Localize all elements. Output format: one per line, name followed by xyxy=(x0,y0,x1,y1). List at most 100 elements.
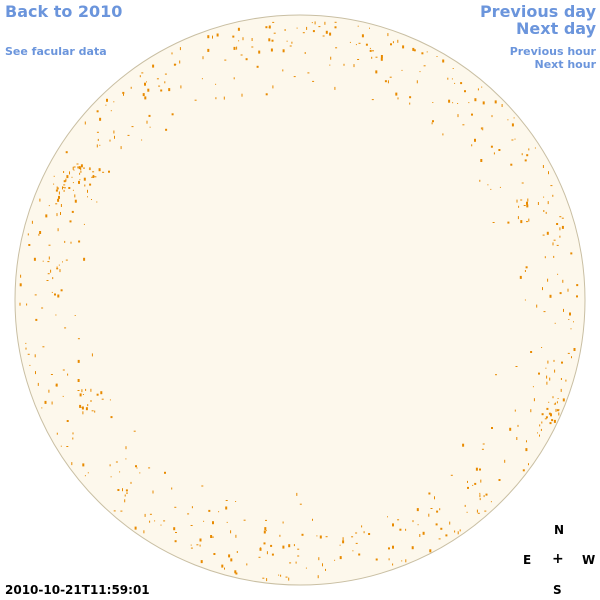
facula-mark xyxy=(541,421,543,424)
facula-mark xyxy=(91,199,92,200)
facula-mark xyxy=(278,574,280,576)
facula-mark xyxy=(246,563,248,566)
facula-mark xyxy=(454,530,456,533)
facula-mark xyxy=(556,223,559,225)
facula-mark xyxy=(27,233,29,236)
facula-mark xyxy=(179,47,181,51)
facula-mark xyxy=(490,501,492,503)
facula-mark xyxy=(224,59,227,61)
facula-mark xyxy=(334,26,337,29)
facula-mark xyxy=(514,138,516,140)
facula-mark xyxy=(84,184,86,187)
see-facular-data-link[interactable]: See facular data xyxy=(5,45,107,58)
facula-mark xyxy=(236,46,238,50)
facula-mark xyxy=(200,560,203,564)
facula-mark xyxy=(517,424,519,427)
facula-mark xyxy=(174,506,177,508)
facula-mark xyxy=(48,256,50,260)
facula-mark xyxy=(552,194,554,197)
facula-mark xyxy=(296,27,298,29)
facula-mark xyxy=(60,204,62,207)
facula-mark xyxy=(96,201,98,203)
facula-mark xyxy=(273,32,276,34)
facula-mark xyxy=(62,186,63,190)
facula-mark xyxy=(339,556,342,560)
facula-mark xyxy=(544,256,546,259)
facula-mark xyxy=(457,103,459,104)
facula-mark xyxy=(130,481,132,484)
facula-mark xyxy=(325,536,328,538)
facula-mark xyxy=(63,186,65,188)
facula-mark xyxy=(304,52,306,54)
facula-mark xyxy=(423,65,426,67)
facula-mark xyxy=(45,214,48,218)
facula-mark xyxy=(555,408,557,412)
facula-mark xyxy=(179,60,181,64)
facula-mark xyxy=(207,35,210,39)
facula-mark xyxy=(419,534,421,537)
facula-mark xyxy=(546,381,548,385)
facula-mark xyxy=(191,506,193,509)
facula-mark xyxy=(559,292,562,295)
facula-mark xyxy=(285,576,288,578)
facula-mark xyxy=(110,416,113,419)
facula-mark xyxy=(372,50,374,52)
facula-mark xyxy=(136,467,138,469)
facula-mark xyxy=(550,185,553,187)
facula-mark xyxy=(81,406,84,410)
facula-mark xyxy=(562,398,565,402)
facula-mark xyxy=(351,536,354,538)
facula-mark xyxy=(154,520,156,522)
facula-mark xyxy=(84,475,86,477)
facula-mark xyxy=(448,99,451,103)
facula-mark xyxy=(38,233,40,236)
facula-mark xyxy=(66,446,69,447)
facula-mark xyxy=(556,401,558,404)
next-hour-link[interactable]: Next hour xyxy=(534,58,597,71)
facula-mark xyxy=(142,93,145,97)
facula-mark xyxy=(457,531,459,535)
facula-mark xyxy=(439,508,441,511)
facula-mark xyxy=(272,85,274,89)
previous-day-link[interactable]: Previous day xyxy=(479,2,596,21)
facula-mark xyxy=(548,171,549,175)
facula-mark xyxy=(479,468,481,471)
facula-mark xyxy=(265,530,267,532)
facula-mark xyxy=(139,75,141,78)
facula-mark xyxy=(216,33,219,37)
facula-mark xyxy=(282,49,285,53)
facula-mark xyxy=(520,220,523,224)
facula-mark xyxy=(467,486,469,489)
facula-mark xyxy=(483,495,485,498)
facula-mark xyxy=(538,372,540,375)
facula-mark xyxy=(417,524,419,526)
facula-mark xyxy=(490,188,492,190)
facula-mark xyxy=(485,493,488,496)
facula-mark xyxy=(553,359,555,362)
facula-mark xyxy=(168,88,171,92)
facula-mark xyxy=(361,34,364,38)
next-day-link[interactable]: Next day xyxy=(516,19,596,38)
facula-mark xyxy=(124,494,126,497)
facula-mark xyxy=(471,144,473,147)
facula-mark xyxy=(77,379,80,382)
facula-mark xyxy=(567,352,570,354)
facula-mark xyxy=(123,93,124,96)
back-to-year-link[interactable]: Back to 2010 xyxy=(5,2,123,21)
facula-mark xyxy=(223,96,225,100)
facula-mark xyxy=(82,411,84,415)
facula-mark xyxy=(542,234,545,236)
facula-mark xyxy=(526,154,529,157)
facula-mark xyxy=(199,544,201,547)
facula-mark xyxy=(402,45,405,49)
facula-mark xyxy=(526,204,529,208)
facula-mark xyxy=(98,168,101,172)
facula-mark xyxy=(94,176,97,178)
previous-hour-link[interactable]: Previous hour xyxy=(509,45,596,58)
facula-mark xyxy=(289,562,292,564)
facula-mark xyxy=(301,533,304,536)
facula-mark xyxy=(507,119,509,121)
facula-mark xyxy=(462,443,465,447)
faculae-layer xyxy=(19,21,579,582)
facula-mark xyxy=(501,104,503,107)
